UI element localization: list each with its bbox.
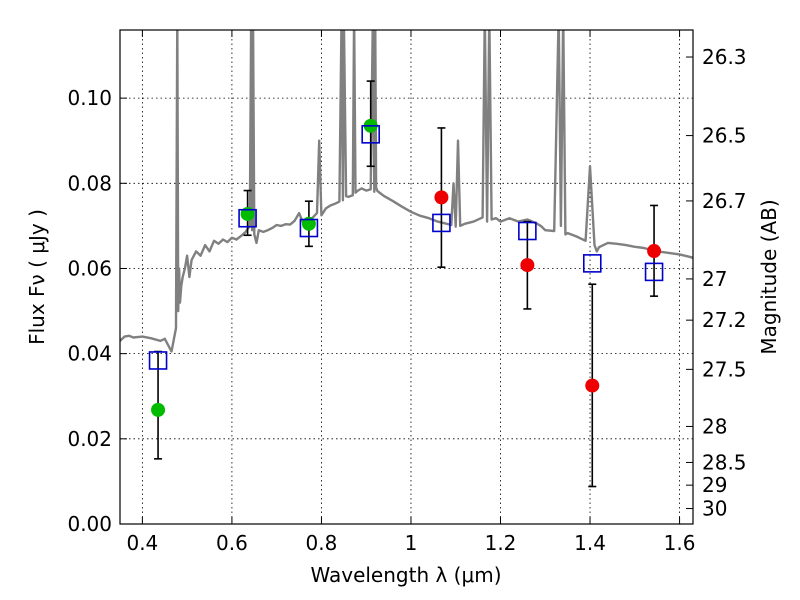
data-point-red — [647, 244, 662, 259]
y2-tick-label: 26.7 — [702, 189, 747, 213]
data-point-red — [434, 190, 449, 205]
model-photometry-square — [238, 208, 257, 228]
y-tick-label: 0.00 — [67, 512, 112, 536]
y2-tick-label: 29 — [702, 473, 727, 497]
x-tick-label: 0.6 — [216, 531, 248, 555]
model-photometry-square — [582, 254, 602, 273]
y-tick-label: 0.04 — [67, 342, 112, 366]
x-tick-label: 1.2 — [485, 531, 517, 555]
model-photometry-square — [361, 125, 380, 144]
plot-frame — [119, 29, 694, 525]
y-axis-title: Flux Fν ( μJy ) — [25, 209, 49, 345]
model-spectrum — [120, 30, 693, 353]
data-point-green — [151, 402, 166, 417]
plot-background — [120, 30, 693, 524]
x-tick-label: 0.4 — [126, 531, 158, 555]
data-point-red — [520, 258, 535, 273]
axis-ticks: 0.4 0.6 0.8 1 1.2 1.4 1.6 0.00 0.02 0.04 0.06 0.08 0… — [67, 30, 747, 555]
model-photometry-square — [432, 213, 451, 233]
y-tick-label: 0.06 — [67, 256, 112, 280]
x-tick-label: 1.6 — [664, 531, 696, 555]
y2-tick-label: 27.2 — [702, 308, 747, 332]
y2-tick-label: 30 — [702, 497, 727, 521]
y2-tick-label: 26.5 — [702, 124, 747, 148]
x-axis-title: Wavelength λ (μm) — [310, 563, 501, 587]
model-photometry-square — [148, 351, 168, 370]
y2-tick-label: 27 — [702, 267, 727, 291]
model-spectrum-line — [120, 30, 693, 353]
y2-tick-label: 28.5 — [702, 450, 747, 474]
y2-tick-label: 26.3 — [702, 45, 747, 69]
y2-axis-title: Magnitude (AB) — [757, 199, 781, 354]
y-tick-label: 0.10 — [67, 86, 112, 110]
y-tick-label: 0.08 — [67, 171, 112, 195]
model-photometry-square — [299, 218, 319, 238]
model-photometry-square — [518, 221, 537, 241]
y-tick-label: 0.02 — [67, 427, 112, 451]
data-markers — [148, 118, 664, 417]
data-point-red — [585, 378, 600, 393]
y2-tick-label: 28 — [702, 414, 727, 438]
model-photometry-square — [644, 262, 664, 282]
x-tick-label: 0.8 — [306, 531, 338, 555]
x-tick-label: 1.4 — [574, 531, 606, 555]
y2-tick-label: 27.5 — [702, 357, 747, 381]
grid — [120, 30, 693, 525]
x-tick-label: 1 — [405, 531, 418, 555]
